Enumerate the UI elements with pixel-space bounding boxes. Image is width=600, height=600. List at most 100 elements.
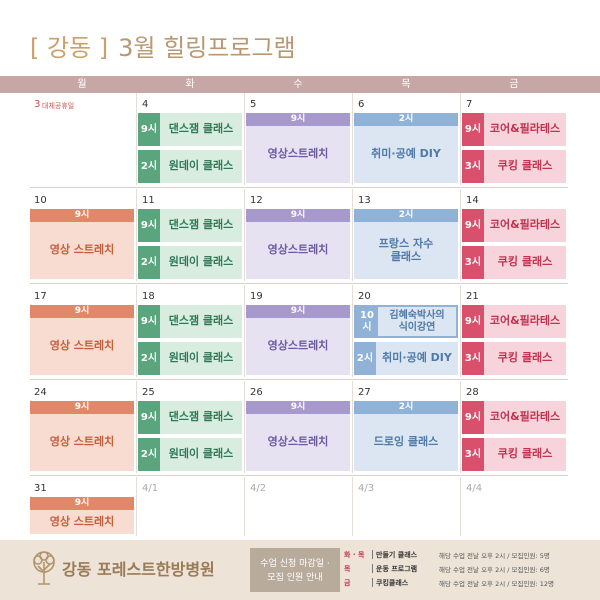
col-line: [244, 477, 245, 536]
event-time: 9시: [462, 113, 484, 146]
event-time: 2시: [354, 401, 458, 414]
notice-list: 화 · 목 만들기 클래스 해당 수업 전날 오후 2시 / 모집인원: 5명 목 운동…: [344, 546, 594, 596]
event: 9시 코어&필라테스: [462, 113, 566, 146]
event-time: 9시: [30, 305, 134, 318]
event-time: 9시: [462, 209, 484, 242]
date: 20: [358, 291, 371, 302]
footer: 강동 포레스트한방병원 수업 신청 마감일 · 모집 인원 안내 화 · 목 만들기…: [0, 540, 600, 600]
col-line: [352, 477, 353, 536]
event-name: 원데이 클래스: [168, 351, 234, 365]
weekday: 수: [293, 79, 303, 90]
title: [ 강동 ] 3월 힐링프로그램: [30, 28, 296, 63]
row-line: [30, 187, 568, 188]
event-name: 김혜숙박사의 식이강연: [389, 310, 445, 333]
event-name: 코어&필라테스: [489, 218, 561, 232]
event-name: 원데이 클래스: [168, 255, 234, 269]
event-time: 3시: [462, 438, 484, 471]
event: 9시 댄스잼 클래스: [138, 401, 242, 434]
date: 21: [466, 291, 479, 302]
date: 27: [358, 387, 371, 398]
event-time: 2시: [354, 209, 458, 222]
col-line: [352, 285, 353, 377]
col-line: [352, 189, 353, 281]
col-line: [460, 93, 461, 185]
notice-line: 수업 신청 마감일 ·: [260, 559, 330, 569]
date: 4/2: [250, 483, 267, 494]
event-name: 영상 스트레치: [30, 510, 134, 534]
event-time: 2시: [354, 113, 458, 126]
col-line: [244, 189, 245, 281]
col-line: [460, 477, 461, 536]
date: 4/4: [466, 483, 483, 494]
col-line: [460, 381, 461, 473]
event-name: 댄스잼 클래스: [168, 122, 234, 136]
event-name: 원데이 클래스: [168, 159, 234, 173]
event: 9시 댄스잼 클래스: [138, 113, 242, 146]
date: 3: [34, 99, 41, 110]
notice-box: 수업 신청 마감일 · 모집 인원 안내: [250, 548, 340, 592]
event-time: 9시: [462, 305, 484, 338]
row-line: [30, 283, 568, 284]
event: 10시 김혜숙박사의 식이강연: [354, 305, 458, 338]
event-time: 9시: [246, 401, 350, 414]
event-name: 취미·공예 DIY: [354, 126, 458, 183]
logo-icon: [33, 551, 55, 585]
event-time: 10시: [356, 307, 378, 336]
col-line: [460, 189, 461, 281]
weekday: 금: [509, 79, 519, 90]
date: 17: [34, 291, 47, 302]
event: 9시 코어&필라테스: [462, 209, 566, 242]
event: 3시 쿠킹 클래스: [462, 246, 566, 279]
date: 26: [250, 387, 263, 398]
event-name: 쿠킹 클래스: [497, 447, 553, 461]
event-name: 영상스트레치: [246, 414, 350, 471]
event-time: 9시: [30, 497, 134, 510]
weekday: 목: [401, 79, 411, 90]
event-name: 댄스잼 클래스: [168, 314, 234, 328]
event-time: 2시: [354, 342, 376, 375]
event-time: 2시: [138, 438, 160, 471]
event: 3시 쿠킹 클래스: [462, 342, 566, 375]
col-line: [460, 285, 461, 377]
date: 11: [142, 195, 155, 206]
item-program: 쿠킹클래스: [376, 579, 409, 587]
event-time: 9시: [138, 209, 160, 242]
col-line: [136, 285, 137, 377]
event-name: 쿠킹 클래스: [497, 159, 553, 173]
event-name: 쿠킹 클래스: [497, 255, 553, 269]
item-days: 목: [344, 565, 351, 573]
item-detail: 해당 수업 전날 오후 2시 / 모집인원: 12명: [439, 580, 554, 588]
event-name: 영상 스트레치: [30, 318, 134, 375]
event-name: 코어&필라테스: [489, 410, 561, 424]
col-line: [136, 189, 137, 281]
event-time: 9시: [30, 209, 134, 222]
event-time: 3시: [462, 150, 484, 183]
event-time: 2시: [138, 246, 160, 279]
title-text: 3월 힐링프로그램: [118, 34, 296, 62]
item-program: 운동 프로그램: [376, 565, 418, 573]
event-name: 코어&필라테스: [489, 122, 561, 136]
event-name: 영상스트레치: [246, 318, 350, 375]
item-program: 만들기 클래스: [376, 551, 418, 559]
date: 12: [250, 195, 263, 206]
event-time: 2시: [138, 150, 160, 183]
event-time: 9시: [138, 305, 160, 338]
event-name: 영상스트레치: [246, 222, 350, 279]
date: 10: [34, 195, 47, 206]
date: 28: [466, 387, 479, 398]
event: 3시 쿠킹 클래스: [462, 438, 566, 471]
date: 4/3: [358, 483, 375, 494]
event-time: 9시: [246, 113, 350, 126]
event: 2시 원데이 클래스: [138, 246, 242, 279]
event: 2시 원데이 클래스: [138, 342, 242, 375]
weekday: 월: [77, 79, 87, 90]
event-name: 댄스잼 클래스: [168, 218, 234, 232]
hospital-name: 강동 포레스트한방병원: [62, 560, 215, 579]
event-name: 프랑스 자수 클래스: [354, 222, 458, 279]
event: 3시 쿠킹 클래스: [462, 150, 566, 183]
event: 9시 댄스잼 클래스: [138, 305, 242, 338]
item-detail: 해당 수업 전날 오후 2시 / 모집인원: 6명: [439, 566, 550, 574]
event-time: 9시: [462, 401, 484, 434]
